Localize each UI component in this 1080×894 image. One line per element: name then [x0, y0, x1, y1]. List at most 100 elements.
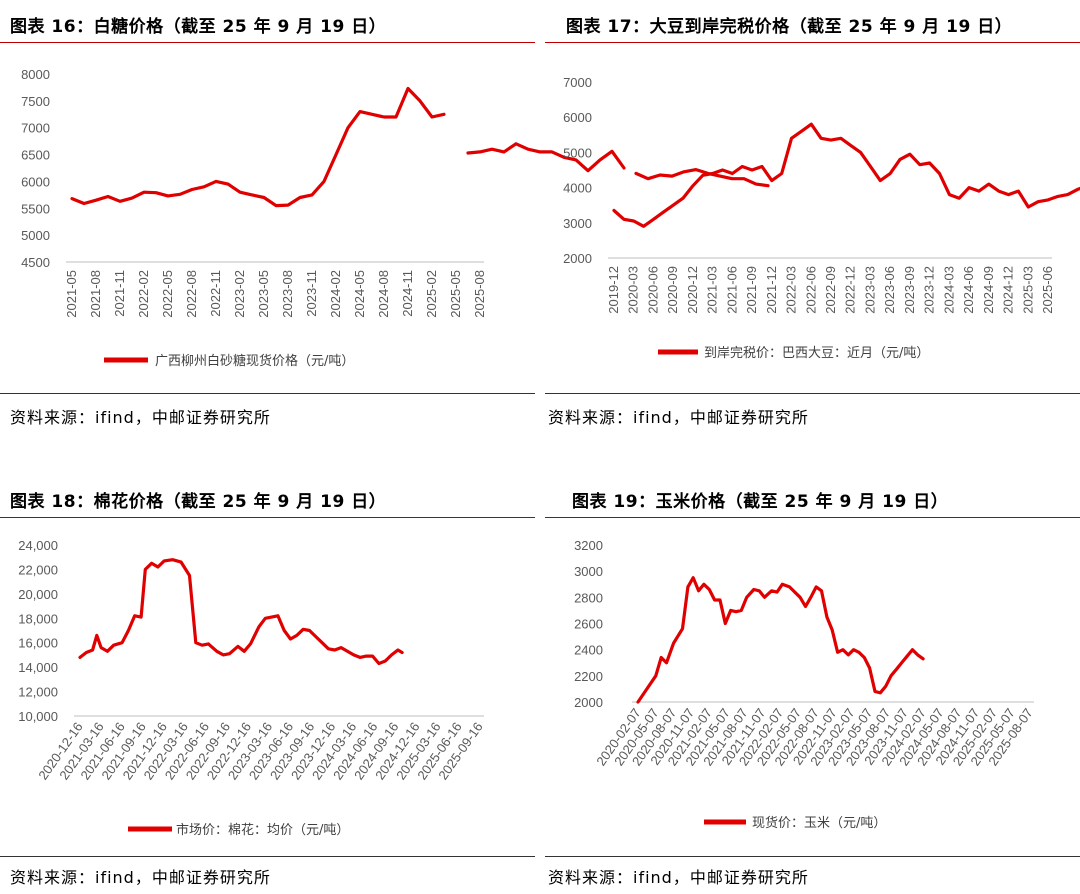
series-line — [634, 168, 770, 188]
chart-19-source: 资料来源：ifind，中邮证券研究所 — [548, 868, 809, 887]
y-tick-label: 7000 — [563, 75, 592, 90]
chart-18-title: 图表 18：棉花价格（截至 25 年 9 月 19 日） — [10, 492, 387, 512]
chart-17-bottom-rule — [545, 393, 1080, 394]
y-tick-label: 7500 — [21, 94, 50, 109]
y-tick-label: 14,000 — [18, 660, 58, 675]
x-tick-label: 2021-08 — [88, 270, 103, 318]
y-tick-label: 2200 — [574, 669, 603, 684]
y-tick-label: 5000 — [563, 145, 592, 160]
y-tick-label: 3000 — [563, 216, 592, 231]
x-tick-label: 2023-06 — [882, 266, 897, 314]
y-tick-label: 8000 — [21, 67, 50, 82]
series-line — [612, 122, 1080, 228]
x-tick-label: 2024-12 — [1001, 266, 1016, 314]
x-tick-label: 2024-09 — [981, 266, 996, 314]
x-tick-label: 2024-11 — [400, 270, 415, 317]
x-tick-label: 2021-12 — [764, 266, 779, 314]
x-tick-label: 2021-09 — [744, 266, 759, 314]
legend-label: 广西柳州白砂糖现货价格（元/吨） — [155, 353, 354, 369]
y-tick-label: 16,000 — [18, 636, 58, 651]
x-tick-label: 2025-03 — [1020, 266, 1035, 314]
y-tick-label: 24,000 — [18, 538, 58, 553]
y-tick-label: 6500 — [21, 148, 50, 163]
legend-label: 现货价：玉米（元/吨） — [752, 815, 886, 831]
series-line — [636, 576, 925, 704]
legend-label: 市场价：棉花：均价（元/吨） — [176, 822, 349, 838]
y-tick-label: 2000 — [563, 251, 592, 266]
chart-18-title-rule — [0, 517, 535, 518]
x-tick-label: 2022-08 — [184, 270, 199, 318]
x-tick-label: 2019-12 — [606, 266, 621, 314]
chart-17-source: 资料来源：ifind，中邮证券研究所 — [548, 408, 809, 427]
y-tick-label: 6000 — [21, 174, 50, 189]
y-tick-label: 2800 — [574, 590, 603, 605]
x-tick-label: 2022-03 — [784, 266, 799, 314]
chart-19-title: 图表 19：玉米价格（截至 25 年 9 月 19 日） — [572, 492, 949, 512]
x-tick-label: 2024-06 — [961, 266, 976, 314]
x-tick-label: 2025-08 — [472, 270, 487, 318]
y-tick-label: 2600 — [574, 617, 603, 632]
y-tick-label: 5500 — [21, 201, 50, 216]
x-tick-label: 2024-08 — [376, 270, 391, 318]
x-tick-label: 2020-12 — [685, 266, 700, 314]
x-tick-label: 2023-02 — [232, 270, 247, 318]
x-tick-label: 2025-02 — [424, 270, 439, 318]
x-tick-label: 2022-02 — [136, 270, 151, 318]
y-tick-label: 4000 — [563, 181, 592, 196]
x-tick-label: 2023-08 — [280, 270, 295, 318]
series-line — [466, 142, 626, 173]
y-tick-label: 4500 — [21, 255, 50, 270]
x-tick-label: 2023-03 — [862, 266, 877, 314]
chart-16-source: 资料来源：ifind，中邮证券研究所 — [10, 408, 271, 427]
x-tick-label: 2023-11 — [304, 270, 319, 317]
x-tick-label: 2022-12 — [843, 266, 858, 314]
x-tick-label: 2022-11 — [208, 270, 223, 317]
x-tick-label: 2021-06 — [724, 266, 739, 314]
x-tick-label: 2023-05 — [256, 270, 271, 318]
y-tick-label: 22,000 — [18, 562, 58, 577]
chart-17-title-rule — [545, 42, 1080, 43]
x-tick-label: 2024-02 — [328, 270, 343, 318]
chart-18-source: 资料来源：ifind，中邮证券研究所 — [10, 868, 271, 887]
x-tick-label: 2020-03 — [626, 266, 641, 314]
y-tick-label: 5000 — [21, 228, 50, 243]
y-tick-label: 6000 — [563, 110, 592, 125]
x-tick-label: 2025-05 — [448, 270, 463, 318]
x-tick-label: 2022-06 — [803, 266, 818, 314]
x-tick-label: 2021-11 — [112, 270, 127, 317]
chart-16-title-rule — [0, 42, 535, 43]
y-tick-label: 18,000 — [18, 611, 58, 626]
chart-19-bottom-rule — [545, 856, 1080, 857]
y-tick-label: 20,000 — [18, 587, 58, 602]
x-tick-label: 2021-05 — [64, 270, 79, 318]
chart-17-title: 图表 17：大豆到岸完税价格（截至 25 年 9 月 19 日） — [566, 17, 1013, 37]
x-tick-label: 2022-05 — [160, 270, 175, 318]
y-tick-label: 3200 — [574, 538, 603, 553]
y-tick-label: 3000 — [574, 564, 603, 579]
x-tick-label: 2022-09 — [823, 266, 838, 314]
y-tick-label: 2400 — [574, 643, 603, 658]
series-line — [78, 558, 404, 666]
x-tick-label: 2024-03 — [941, 266, 956, 314]
x-tick-label: 2024-05 — [352, 270, 367, 318]
y-tick-label: 7000 — [21, 121, 50, 136]
chart-16-title: 图表 16：白糖价格（截至 25 年 9 月 19 日） — [10, 17, 387, 37]
x-tick-label: 2023-09 — [902, 266, 917, 314]
y-tick-label: 10,000 — [18, 709, 58, 724]
x-tick-label: 2023-12 — [922, 266, 937, 314]
x-tick-label: 2020-06 — [645, 266, 660, 314]
chart-18-bottom-rule — [0, 856, 535, 857]
x-tick-label: 2025-06 — [1040, 266, 1055, 314]
x-tick-label: 2021-03 — [705, 266, 720, 314]
y-tick-label: 12,000 — [18, 685, 58, 700]
chart-16-bottom-rule — [0, 393, 535, 394]
series-line — [70, 86, 446, 208]
y-tick-label: 2000 — [574, 695, 603, 710]
x-tick-label: 2020-09 — [665, 266, 680, 314]
chart-19-title-rule — [545, 517, 1080, 518]
legend-label: 到岸完税价：巴西大豆：近月（元/吨） — [704, 346, 929, 361]
